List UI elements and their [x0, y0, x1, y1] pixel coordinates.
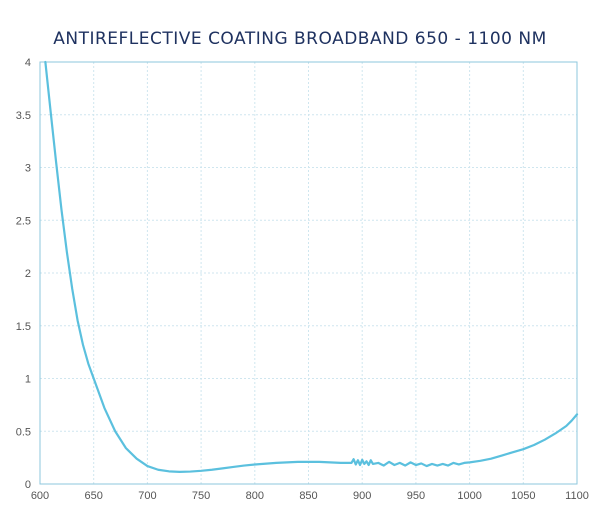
y-tick-label: 3.5	[16, 110, 31, 122]
x-tick-label: 700	[138, 490, 156, 502]
x-tick-label: 1000	[457, 490, 481, 502]
x-tick-label: 750	[192, 490, 210, 502]
x-tick-label: 650	[85, 490, 103, 502]
plot-frame	[39, 61, 578, 485]
x-tick-label: 600	[31, 490, 49, 502]
y-tick-label: 0	[25, 479, 31, 491]
chart-title: ANTIREFLECTIVE COATING BROADBAND 650 - 1…	[53, 29, 547, 50]
y-tick-label: 2.5	[16, 215, 31, 227]
x-tick-label: 900	[353, 490, 371, 502]
y-axis-ticks: 0 0.5 1 1.5 2 2.5 3 3.5 4	[16, 57, 31, 491]
x-tick-label: 850	[299, 490, 317, 502]
y-tick-label: 2	[25, 268, 31, 280]
y-tick-label: 1	[25, 374, 31, 386]
x-axis-ticks: 600 650 700 750 800 850 900 950 1000 1050 1100	[31, 490, 589, 502]
x-tick-label: 1100	[565, 490, 589, 502]
y-tick-label: 1.5	[16, 321, 31, 333]
grid-lines	[40, 62, 577, 484]
series-line	[44, 60, 579, 473]
y-tick-label: 0.5	[16, 426, 31, 438]
y-tick-label: 4	[25, 57, 31, 69]
x-tick-label: 800	[246, 490, 264, 502]
y-tick-label: 3	[25, 163, 31, 175]
x-tick-label: 950	[407, 490, 425, 502]
x-tick-label: 1050	[511, 490, 535, 502]
series-layer	[44, 60, 579, 473]
